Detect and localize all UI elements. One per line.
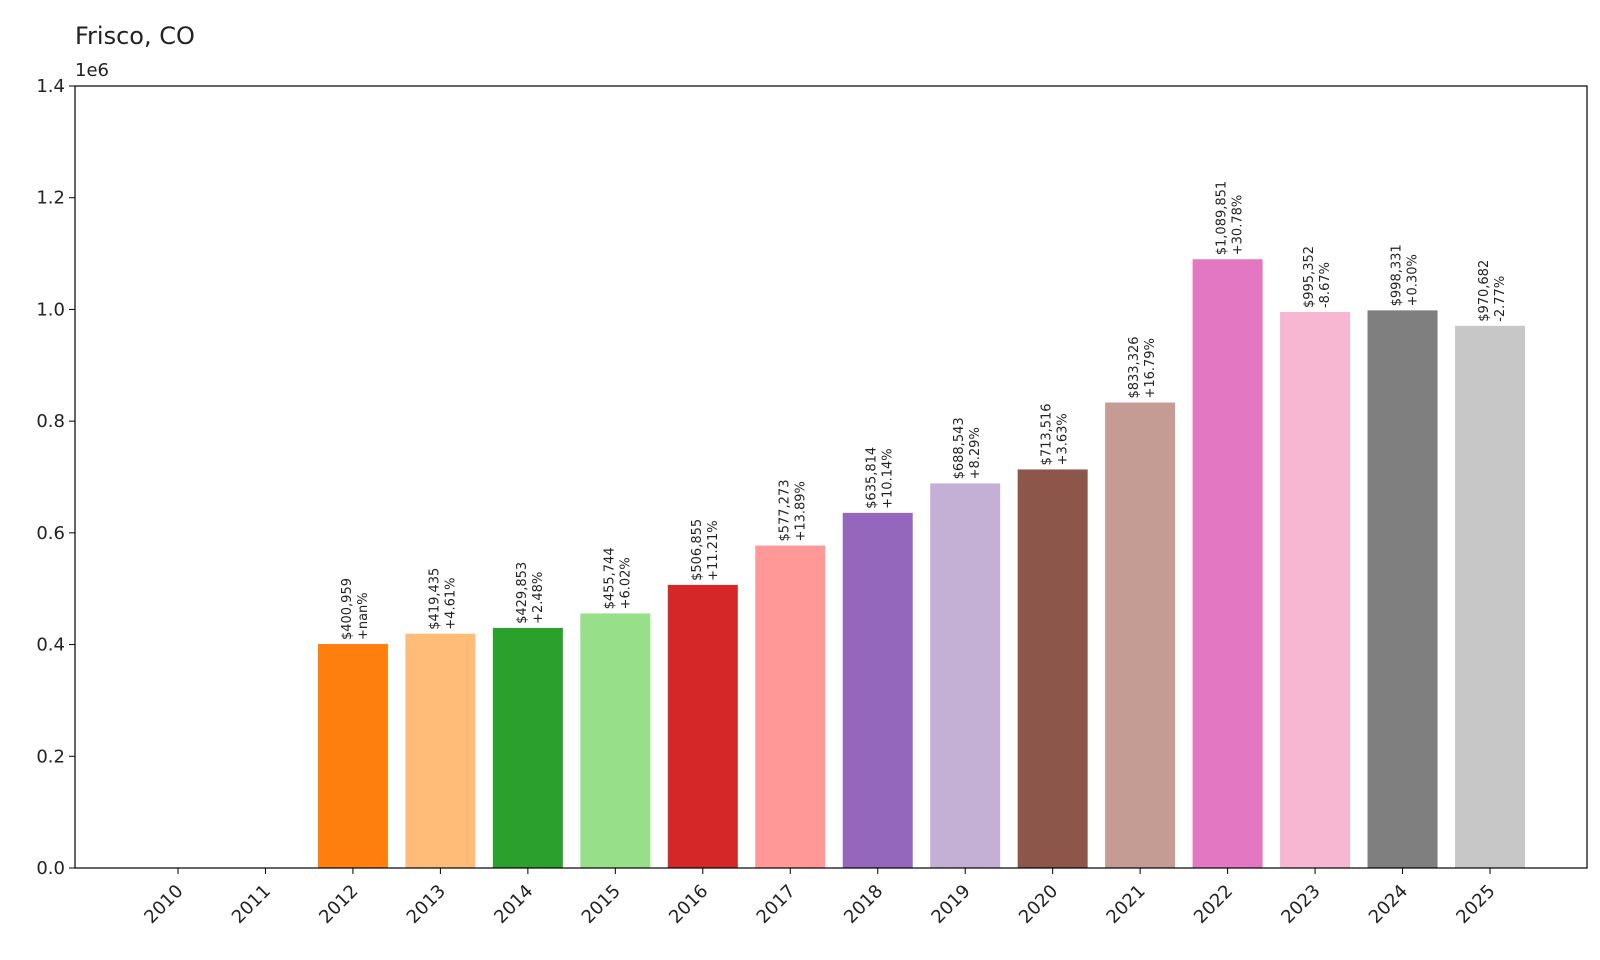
bar-value-label: $455,744	[602, 547, 617, 609]
bar-2012	[317, 644, 388, 868]
bar-change-label: +16.79%	[1143, 338, 1158, 398]
x-tick-label: 2021	[1102, 881, 1149, 928]
bar-2018	[842, 512, 913, 868]
x-tick-label: 2017	[753, 881, 800, 928]
x-tick-label: 2010	[140, 881, 187, 928]
x-tick-label: 2013	[403, 881, 450, 928]
y-tick-label: 0.4	[36, 635, 65, 656]
bar-2021	[1105, 402, 1176, 868]
bar-2024	[1367, 310, 1438, 868]
bar-value-label: $419,435	[427, 568, 442, 630]
bar-change-label: +0.30%	[1406, 254, 1421, 306]
y-tick-label: 1.4	[36, 76, 65, 97]
y-axis-offset-label: 1e6	[75, 60, 109, 81]
bar-value-label: $995,352	[1302, 246, 1317, 308]
x-tick-label: 2014	[490, 881, 537, 928]
bar-change-label: -2.77%	[1493, 276, 1508, 322]
x-tick-label: 2025	[1452, 881, 1499, 928]
bar-change-label: +3.63%	[1056, 413, 1071, 465]
bar-2020	[1017, 469, 1088, 868]
y-axis: 0.0 0.2 0.4 0.6 0.8 1.0 1.2 1.4	[36, 76, 75, 879]
chart-title: Frisco, CO	[75, 22, 195, 50]
bar-change-label: +2.48%	[531, 572, 546, 624]
x-tick-label: 2019	[927, 881, 974, 928]
bar-value-label: $1,089,851	[1215, 181, 1230, 255]
x-axis: 2010 2011 2012 2013 2014 2015 2016 2017 2018 2019…	[140, 868, 1500, 928]
x-tick-label: 2023	[1277, 881, 1324, 928]
bar-2025	[1455, 325, 1525, 868]
bar-value-label: $833,326	[1127, 336, 1142, 398]
bar-change-label: +10.14%	[881, 448, 896, 508]
plot-area-frame	[74, 85, 1588, 869]
bar-value-label: $998,331	[1390, 244, 1405, 306]
bar-value-label: $713,516	[1040, 403, 1055, 465]
bar-value-label: $577,273	[777, 480, 792, 542]
bar-value-label: $400,959	[340, 578, 355, 640]
y-tick-label: 0.0	[36, 858, 65, 879]
bar-2017	[755, 545, 826, 868]
bar-change-label: +11.21%	[706, 520, 721, 580]
bar-change-label: +30.78%	[1231, 195, 1246, 255]
bar-2014	[492, 627, 563, 868]
y-tick-label: 0.6	[36, 523, 65, 544]
bar-change-label: +6.02%	[618, 557, 633, 609]
bar-2019	[930, 483, 1001, 868]
bar-change-label: +4.61%	[443, 578, 458, 630]
y-tick-label: 0.2	[36, 746, 65, 767]
bar-change-label: -8.67%	[1318, 262, 1333, 308]
bar-2016	[667, 584, 738, 868]
bar-2022	[1192, 259, 1263, 868]
bar-2013	[405, 633, 476, 868]
x-tick-label: 2018	[840, 881, 887, 928]
bar-change-label: +8.29%	[968, 427, 983, 479]
y-tick-label: 1.2	[36, 188, 65, 209]
bars-group	[317, 259, 1525, 869]
x-tick-label: 2024	[1365, 881, 1412, 928]
x-tick-label: 2012	[315, 881, 362, 928]
x-tick-label: 2016	[665, 881, 712, 928]
x-tick-label: 2020	[1015, 881, 1062, 928]
bar-value-label: $688,543	[952, 417, 967, 479]
bar-2023	[1280, 312, 1351, 869]
x-tick-label: 2022	[1190, 881, 1237, 928]
x-tick-label: 2015	[578, 881, 625, 928]
y-tick-label: 0.8	[36, 411, 65, 432]
bar-labels-group: $400,959 +nan% $419,435 +4.61% $429,853 +2.48…	[340, 181, 1508, 640]
y-tick-label: 1.0	[36, 299, 65, 320]
bar-2015	[580, 613, 651, 868]
bar-value-label: $506,855	[690, 519, 705, 581]
bar-value-label: $429,853	[515, 562, 530, 624]
bar-change-label: +nan%	[356, 592, 371, 640]
x-tick-label: 2011	[228, 881, 275, 928]
bar-change-label: +13.89%	[793, 481, 808, 541]
bar-value-label: $970,682	[1477, 260, 1492, 322]
bar-value-label: $635,814	[865, 447, 880, 509]
